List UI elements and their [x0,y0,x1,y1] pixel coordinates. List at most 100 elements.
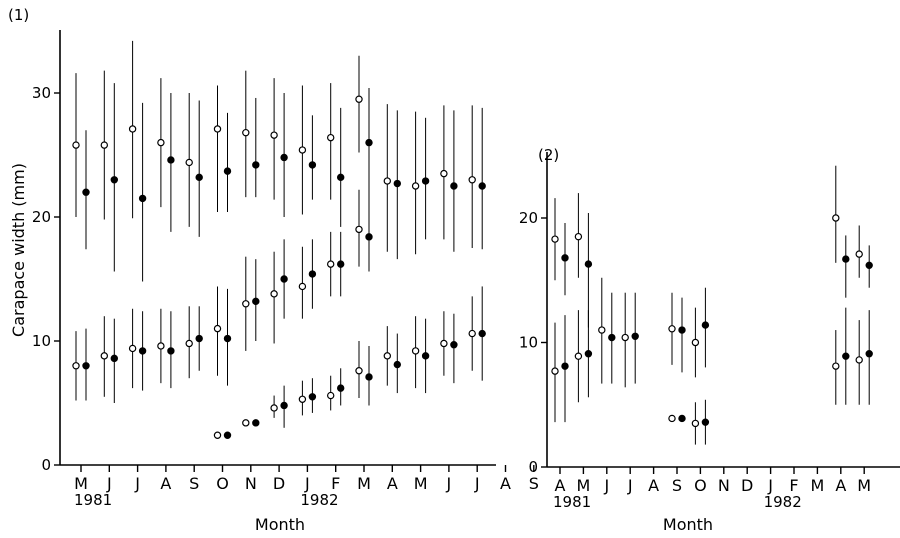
open-data-point [128,344,137,353]
panel-1-label: (1) [8,6,29,24]
open-data-point [270,404,278,412]
filled-data-point [223,167,232,175]
panel-2-x-axis-title: Month [663,515,713,534]
x-tick-label: J [767,476,773,495]
filled-data-point [110,176,119,184]
open-data-point [327,133,335,142]
open-data-point [185,339,193,348]
filled-data-point [223,431,232,439]
filled-data-point [701,321,710,329]
open-data-point [574,352,583,360]
open-data-point [691,338,700,347]
filled-data-point [280,401,288,410]
open-data-point [185,158,193,167]
x-tick-label: A [160,474,171,493]
open-data-point [440,169,448,178]
filled-data-point [280,275,288,283]
filled-data-point [678,326,686,334]
x-tick-label: S [529,474,539,493]
y-tick-label: 20 [519,209,538,227]
x-tick-label: J [446,474,452,493]
panel-1-y-axis-title: Carapace width (mm) [9,163,28,337]
filled-data-point [280,153,288,162]
filled-data-point [82,362,90,370]
open-data-point [832,362,840,370]
open-data-point [213,324,222,333]
x-tick-label: A [835,476,846,495]
open-data-point [72,362,80,370]
year-label: 1982 [300,491,338,509]
x-tick-label: O [694,476,707,495]
y-tick-label: 10 [32,332,51,350]
open-data-point [383,352,391,360]
filled-data-point [478,182,486,190]
open-data-point [668,414,676,423]
x-tick-label: A [387,474,398,493]
open-data-point [468,176,476,184]
open-data-point [298,395,307,403]
x-tick-label: A [648,476,659,495]
x-tick-label: J [304,474,310,493]
filled-data-point [195,334,203,343]
x-tick-label: M [357,474,371,493]
filled-data-point [450,341,458,349]
filled-data-point [138,194,147,203]
open-data-point [327,391,335,400]
filled-data-point [252,297,260,306]
open-data-point [355,367,363,375]
open-data-point [355,95,363,103]
filled-data-point [561,254,569,262]
x-tick-label: S [189,474,199,493]
open-data-point [298,146,307,154]
year-label: 1982 [764,493,802,511]
filled-data-point [337,384,345,392]
open-data-point [72,141,80,149]
filled-data-point [865,350,873,358]
open-data-point [100,352,109,360]
x-tick-label: D [273,474,285,493]
open-data-point [157,342,165,350]
filled-data-point [421,352,430,360]
filled-data-point [842,255,850,263]
x-tick-label: J [106,474,112,493]
open-data-point [242,300,250,308]
open-data-point [440,339,448,348]
filled-data-point [308,393,317,401]
x-tick-label: J [627,476,633,495]
filled-data-point [584,350,593,358]
x-tick-label: N [718,476,730,495]
filled-data-point [631,332,639,340]
y-tick-label: 30 [32,84,51,102]
open-data-point [551,367,559,375]
open-data-point [411,347,420,355]
open-data-point [157,138,165,147]
open-data-point [298,282,307,291]
filled-data-point [337,260,345,268]
open-data-point [213,431,222,439]
year-label: 1981 [553,493,591,511]
open-data-point [468,329,476,338]
filled-data-point [365,373,373,381]
x-tick-label: J [134,474,140,493]
filled-data-point [110,354,119,363]
filled-data-point [365,233,373,241]
filled-data-point [842,352,850,360]
open-data-point [327,260,335,268]
filled-data-point [308,161,317,169]
filled-data-point [82,188,90,196]
filled-data-point [195,173,203,182]
x-tick-label: M [576,476,590,495]
x-tick-label: D [741,476,753,495]
open-data-point [355,225,363,234]
x-tick-label: O [216,474,229,493]
panel-2-label: (2) [538,146,559,164]
filled-data-point [337,173,345,182]
filled-data-point [252,419,260,427]
open-data-point [242,128,250,137]
open-data-point [100,141,109,149]
filled-data-point [608,333,616,342]
x-tick-label: F [789,476,798,495]
filled-data-point [167,156,175,164]
x-tick-label: A [555,476,566,495]
x-tick-label: F [331,474,340,493]
